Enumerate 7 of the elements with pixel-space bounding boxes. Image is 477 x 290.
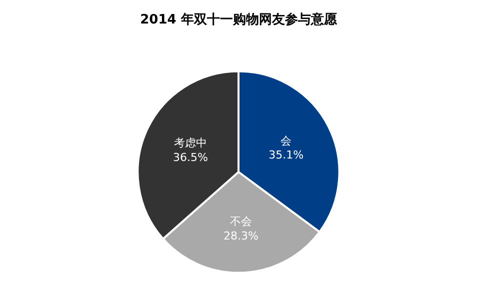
slice-label: 不会: [230, 215, 252, 228]
slice-label: 考虑中: [174, 136, 207, 150]
data-label: 35.1%: [268, 148, 304, 162]
data-label: 28.3%: [224, 229, 258, 242]
chart-title: 2014 年双十一购物网友参与意愿: [140, 12, 338, 28]
data-label: 36.5%: [172, 151, 208, 164]
slice-label: 会: [280, 134, 292, 148]
